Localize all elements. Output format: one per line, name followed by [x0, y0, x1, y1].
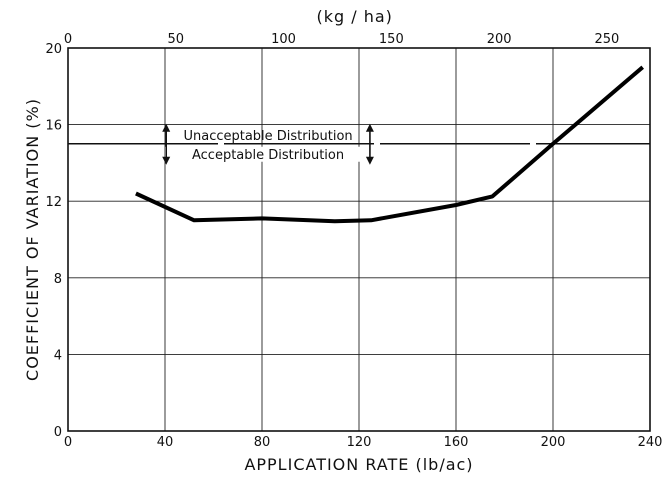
x-tick-labels: 0 40 80 120 160 200 240	[64, 435, 662, 450]
series-line	[135, 65, 644, 224]
y-tick-label: 16	[45, 119, 62, 134]
x-tick-label: 0	[64, 435, 72, 450]
annotation-background	[165, 146, 372, 162]
x-tick-label: 200	[541, 435, 566, 450]
y-tick-labels: 0 4 8 12 16 20	[45, 42, 62, 440]
arrow-up-icon	[365, 123, 374, 132]
top-tick-label: 100	[271, 32, 296, 47]
grid	[67, 47, 651, 432]
y-tick-label: 0	[54, 425, 62, 440]
top-tick-label: 200	[487, 32, 512, 47]
y-axis-label: COEFFICIENT OF VARIATION (%)	[23, 98, 42, 381]
x-tick-label: 160	[444, 435, 469, 450]
top-tick-label: 0	[64, 32, 72, 47]
top-tick-label: 150	[379, 32, 404, 47]
series-group	[135, 65, 644, 224]
y-tick-label: 8	[54, 272, 62, 287]
x-tick-label: 40	[157, 435, 174, 450]
top-tick-label: 250	[594, 32, 619, 47]
y-tick-label: 4	[54, 348, 62, 363]
y-tick-label: 12	[45, 195, 62, 210]
top-tick-labels: 0 50 100 150 200 250	[64, 32, 619, 47]
x-axis-label: APPLICATION RATE (lb/ac)	[244, 455, 473, 474]
x-tick-label: 120	[347, 435, 372, 450]
arrow-up-icon	[162, 123, 171, 132]
acceptable-label: Acceptable Distribution	[192, 148, 344, 163]
x-tick-label: 80	[254, 435, 271, 450]
top-axis-label: (kg / ha)	[316, 7, 392, 26]
x-tick-label: 240	[638, 435, 662, 450]
plot-frame	[67, 47, 651, 432]
y-tick-label: 20	[45, 42, 62, 57]
arrow-down-icon	[365, 156, 374, 165]
annotations: Unacceptable Distribution Acceptable Dis…	[162, 123, 374, 165]
top-tick-label: 50	[168, 32, 185, 47]
unacceptable-label: Unacceptable Distribution	[183, 129, 352, 144]
arrow-down-icon	[162, 156, 171, 165]
